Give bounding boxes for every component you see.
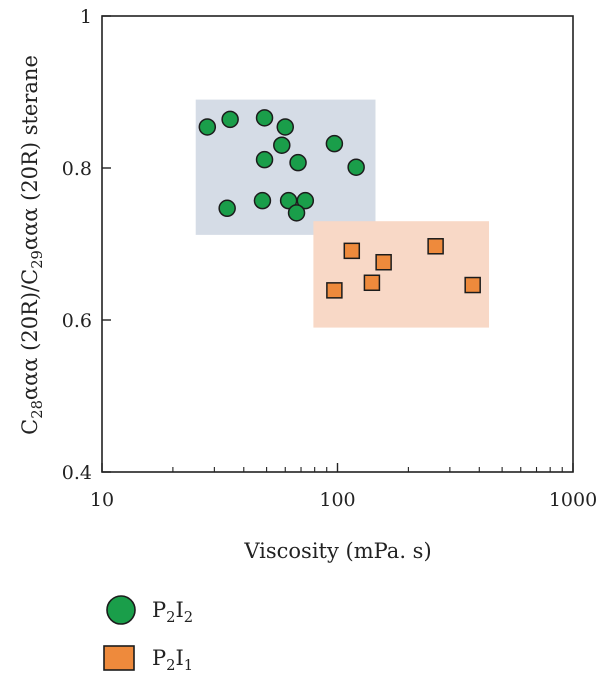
legend-label-part: P xyxy=(152,646,166,670)
point-series-1 xyxy=(273,136,291,154)
point-series-1 xyxy=(287,204,306,222)
y-axis-title-part: 29 xyxy=(29,250,46,269)
legend-marker-circle xyxy=(106,595,136,625)
data-points xyxy=(198,109,481,299)
point-series-1 xyxy=(347,158,365,176)
axis-ticks: 10 100 1000 0.4 0.6 0.8 1 xyxy=(62,6,597,511)
point-series-2 xyxy=(343,242,361,260)
y-axis-title: C28ααα (20R)/C29ααα (20R) sterane xyxy=(18,55,46,435)
point-series-1 xyxy=(221,110,239,129)
legend-label-series-2: P2I1 xyxy=(152,646,193,674)
legend-label-series-1: P2I2 xyxy=(152,598,193,626)
x-tick-label: 1000 xyxy=(549,489,597,511)
legend-label-part: 2 xyxy=(166,609,175,626)
region-series-2 xyxy=(313,221,490,328)
y-tick-label: 0.4 xyxy=(62,462,92,484)
point-series-1 xyxy=(296,191,315,210)
point-series-2 xyxy=(375,253,392,271)
legend-marker-square xyxy=(103,645,135,671)
point-series-2 xyxy=(427,238,444,255)
x-tick-label: 10 xyxy=(90,489,114,511)
legend-label-part: I xyxy=(176,646,184,670)
point-series-1 xyxy=(255,150,274,169)
point-series-1 xyxy=(255,109,274,127)
legend-label-part: 2 xyxy=(166,657,175,674)
point-series-1 xyxy=(289,153,307,172)
y-axis-title-part: ααα (20R)/C xyxy=(18,269,42,400)
point-series-1 xyxy=(325,134,344,153)
x-axis-title: Viscosity (mPa. s) xyxy=(243,539,431,563)
point-series-2 xyxy=(363,274,381,292)
y-tick-label: 1 xyxy=(80,6,92,28)
point-series-1 xyxy=(218,199,236,218)
y-tick-label: 0.6 xyxy=(62,310,92,332)
point-series-1 xyxy=(253,191,272,210)
y-tick-label: 0.8 xyxy=(62,158,92,180)
point-series-1 xyxy=(276,118,295,136)
y-axis-title-part: ααα (20R) sterane xyxy=(18,55,42,250)
x-tick-label: 100 xyxy=(319,489,355,511)
legend-label-part: P xyxy=(152,598,166,622)
point-series-2 xyxy=(326,282,343,299)
y-axis-title-part: 28 xyxy=(29,400,46,419)
legend-label-part: I xyxy=(176,598,184,622)
point-series-1 xyxy=(198,118,217,136)
y-axis-title-part: C xyxy=(18,419,42,435)
legend-label-part: 1 xyxy=(184,657,193,674)
point-series-2 xyxy=(464,276,481,294)
legend-label-part: 2 xyxy=(184,609,193,626)
